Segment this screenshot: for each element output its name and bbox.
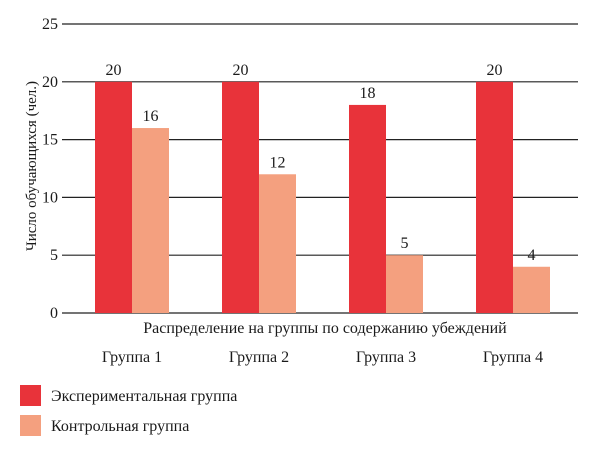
x-axis-category-labels: Группа 1 Группа 2 Группа 3 Группа 4 [102, 349, 543, 366]
legend-label-control: Контрольная группа [51, 418, 189, 435]
x-category-label: Группа 3 [356, 349, 416, 366]
y-axis-ticks: 0 5 10 15 20 25 [42, 16, 58, 322]
y-tick-label: 5 [50, 247, 58, 264]
data-label: 20 [106, 62, 122, 79]
legend-label-experimental: Экспериментальная группа [51, 388, 237, 405]
x-axis-title: Распределение на группы по содержанию уб… [143, 320, 507, 337]
bar [513, 266, 550, 313]
data-label: 4 [528, 247, 536, 264]
y-tick-label: 15 [42, 132, 58, 149]
y-tick-label: 0 [50, 305, 58, 322]
legend-swatch-control [20, 415, 41, 436]
bar [132, 128, 169, 313]
y-tick-label: 10 [42, 189, 58, 206]
y-axis-title: Число обучающихся (чел.) [24, 81, 40, 251]
y-tick-label: 20 [42, 74, 58, 91]
data-label: 20 [233, 62, 249, 79]
data-label: 12 [270, 154, 286, 171]
data-label: 16 [143, 108, 159, 125]
x-category-label: Группа 2 [229, 349, 289, 366]
bars [95, 81, 550, 313]
y-tick-label: 25 [42, 16, 58, 33]
bar [259, 174, 296, 313]
bar [222, 81, 259, 313]
bar [386, 255, 423, 313]
x-category-label: Группа 1 [102, 349, 162, 366]
x-category-label: Группа 4 [483, 349, 543, 366]
bar [95, 81, 132, 313]
data-label: 20 [487, 62, 503, 79]
data-label: 5 [401, 235, 409, 252]
bar [476, 81, 513, 313]
data-labels: 20 16 20 12 18 5 20 4 [106, 62, 536, 264]
bar [349, 104, 386, 313]
legend: Экспериментальная группа Контрольная гру… [20, 385, 237, 436]
data-label: 18 [360, 85, 376, 102]
legend-swatch-experimental [20, 385, 41, 406]
